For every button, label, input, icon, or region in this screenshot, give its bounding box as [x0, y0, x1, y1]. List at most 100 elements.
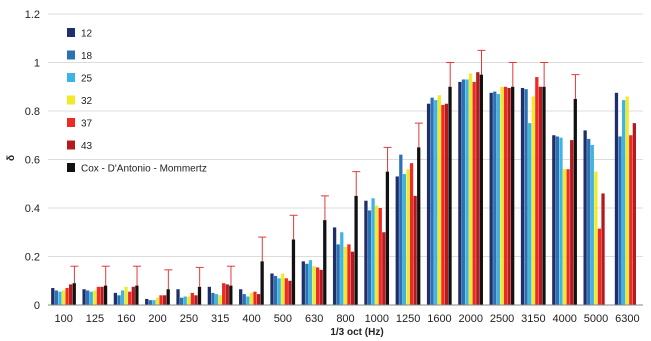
bar — [614, 92, 619, 305]
bar — [277, 278, 281, 305]
bar — [583, 130, 587, 305]
bar — [375, 205, 379, 305]
bar — [270, 273, 274, 305]
bar — [562, 169, 567, 305]
x-tick-label: 1600 — [427, 313, 451, 325]
bar — [618, 136, 622, 305]
bar — [406, 169, 410, 305]
bar — [214, 294, 219, 305]
bar — [162, 295, 167, 305]
legend: 12 18 25 32 37 43 Cox - D'Antonio - Mommertz — [67, 28, 207, 175]
bar — [113, 292, 118, 306]
bar — [590, 144, 594, 305]
bar — [93, 290, 97, 305]
bar — [434, 100, 438, 305]
bar — [448, 86, 452, 305]
bar — [253, 291, 257, 305]
bar — [131, 286, 135, 305]
bar — [354, 195, 358, 306]
legend-label: Cox - D'Antonio - Mommertz — [81, 164, 207, 175]
bar — [281, 273, 285, 305]
bar — [395, 176, 399, 305]
bar — [597, 228, 602, 305]
bar — [218, 295, 222, 305]
bar — [256, 294, 261, 305]
bar — [566, 169, 570, 305]
bar — [305, 263, 309, 305]
bar — [402, 174, 407, 305]
bar — [409, 163, 414, 305]
y-tick-label: 0 — [34, 300, 40, 312]
bar — [301, 261, 305, 305]
bar — [284, 278, 288, 305]
bar — [430, 97, 434, 305]
bar — [632, 123, 636, 306]
bar — [288, 280, 292, 305]
bar — [417, 147, 421, 305]
bar — [378, 208, 382, 305]
bar — [72, 283, 76, 305]
bar — [82, 289, 86, 305]
bar — [441, 104, 445, 305]
x-tick-label: 2000 — [459, 313, 483, 325]
bar — [225, 284, 229, 305]
bar — [222, 283, 226, 305]
bar — [103, 285, 108, 305]
bar — [542, 86, 546, 305]
y-tick-label: 1 — [34, 58, 40, 70]
bar — [520, 87, 525, 306]
bar — [61, 290, 66, 305]
x-tick-label: 250 — [180, 313, 198, 325]
bar — [503, 86, 508, 305]
bar — [468, 73, 473, 305]
y-tick-label: 0.4 — [25, 203, 40, 215]
bar — [479, 74, 483, 306]
bar — [535, 77, 539, 305]
bar — [444, 103, 449, 305]
bar — [159, 295, 163, 305]
bar — [120, 290, 125, 305]
bar — [555, 136, 560, 305]
x-tick-label: 1000 — [365, 313, 389, 325]
bar — [54, 290, 58, 305]
x-tick-label: 160 — [117, 313, 135, 325]
bar — [145, 298, 149, 305]
bar — [197, 286, 202, 305]
bar — [69, 284, 73, 305]
bar — [552, 135, 556, 305]
bar — [343, 246, 347, 305]
bar — [493, 91, 497, 305]
bar — [538, 86, 543, 305]
bar — [124, 286, 128, 305]
x-tick-label: 630 — [305, 313, 323, 325]
bar — [437, 95, 441, 306]
bar — [461, 79, 466, 305]
x-tick-label: 315 — [211, 313, 229, 325]
y-axis-label: δ — [6, 155, 17, 161]
bar — [399, 154, 403, 305]
bar — [350, 251, 355, 305]
legend-swatch — [67, 163, 75, 172]
bar — [476, 72, 480, 305]
error-bar-group — [70, 49, 580, 290]
bar — [179, 297, 184, 305]
bar — [249, 292, 254, 306]
bar — [625, 96, 629, 305]
bar-series-group — [51, 72, 636, 306]
legend-label: 37 — [81, 119, 93, 130]
bar — [65, 288, 69, 305]
bar — [367, 210, 372, 305]
x-tick-label: 800 — [336, 313, 354, 325]
y-tick-label: 0.2 — [25, 252, 40, 264]
x-tick-label: 4000 — [552, 313, 576, 325]
bar — [194, 295, 198, 305]
bar — [323, 220, 327, 306]
bar — [187, 296, 191, 305]
bar — [621, 100, 626, 305]
bar — [128, 291, 132, 305]
x-tick-label: 400 — [242, 313, 260, 325]
x-tick-label: 100 — [54, 313, 72, 325]
x-tick-label: 5000 — [584, 313, 608, 325]
y-tick-labels: 0 0.2 0.4 0.6 0.8 1 1.2 — [25, 9, 40, 312]
bar — [117, 295, 121, 305]
